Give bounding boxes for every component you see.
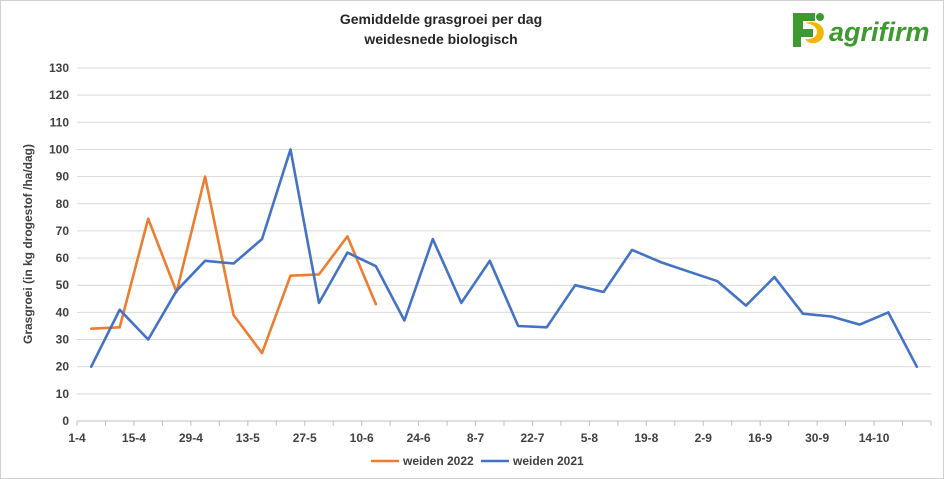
x-tick-label: 13-5 (236, 431, 260, 445)
x-tick-label: 27-5 (293, 431, 317, 445)
x-tick-label: 10-6 (350, 431, 374, 445)
y-tick-label: 10 (56, 387, 70, 401)
x-tick-label: 30-9 (805, 431, 829, 445)
y-tick-label: 80 (56, 197, 70, 211)
x-tick-label: 14-10 (859, 431, 890, 445)
x-tick-label: 24-6 (407, 431, 431, 445)
x-tick-label: 5-8 (581, 431, 599, 445)
x-tick-label: 15-4 (122, 431, 146, 445)
y-tick-label: 110 (50, 115, 70, 129)
x-tick-label: 16-9 (748, 431, 772, 445)
chart-title: Gemiddelde grasgroei per dag weidesnede … (1, 9, 881, 49)
legend-label-0: weiden 2022 (402, 454, 474, 468)
y-tick-labels: 0 10 20 30 40 50 60 70 80 90 100 110 120 130 (49, 61, 69, 428)
y-tick-label: 120 (49, 88, 69, 102)
legend: weiden 2022 weiden 2021 (371, 454, 584, 468)
series-line-1 (89, 148, 919, 369)
agrifirm-logo-mark-icon (793, 13, 824, 47)
x-tick-labels: 1-4 15-4 29-4 13-5 27-5 10-6 24-6 8-7 22-7 5-8 19-… (68, 421, 932, 445)
x-tick-label: 29-4 (179, 431, 203, 445)
grid-layer (77, 67, 931, 422)
x-tick-label: 8-7 (467, 431, 485, 445)
chart-title-line-2: weidesnede biologisch (364, 31, 518, 47)
y-tick-label: 90 (56, 170, 70, 184)
y-tick-label: 100 (49, 142, 69, 156)
y-tick-label: 50 (56, 278, 70, 292)
series-layer (89, 148, 919, 369)
y-tick-label: 130 (49, 61, 69, 75)
y-tick-label: 20 (56, 360, 70, 374)
y-tick-label: 60 (56, 251, 70, 265)
x-tick-label: 2-9 (695, 431, 713, 445)
y-tick-label: 40 (56, 305, 70, 319)
x-tick-label: 22-7 (520, 431, 544, 445)
agrifirm-logo-text: agrifirm (829, 17, 930, 47)
x-tick-label: 19-8 (634, 431, 658, 445)
y-tick-label: 0 (62, 414, 69, 428)
chart-title-line-1: Gemiddelde grasgroei per dag (339, 11, 543, 27)
y-axis-title: Grasgroei (in kg drogestof /ha/dag) (21, 144, 35, 344)
series-line-0 (89, 175, 378, 355)
legend-label-1: weiden 2021 (512, 454, 584, 468)
y-tick-label: 30 (56, 333, 70, 347)
y-tick-label: 70 (56, 224, 70, 238)
x-tick-label: 1-4 (68, 431, 86, 445)
agrifirm-logo: agrifirm (787, 7, 937, 57)
